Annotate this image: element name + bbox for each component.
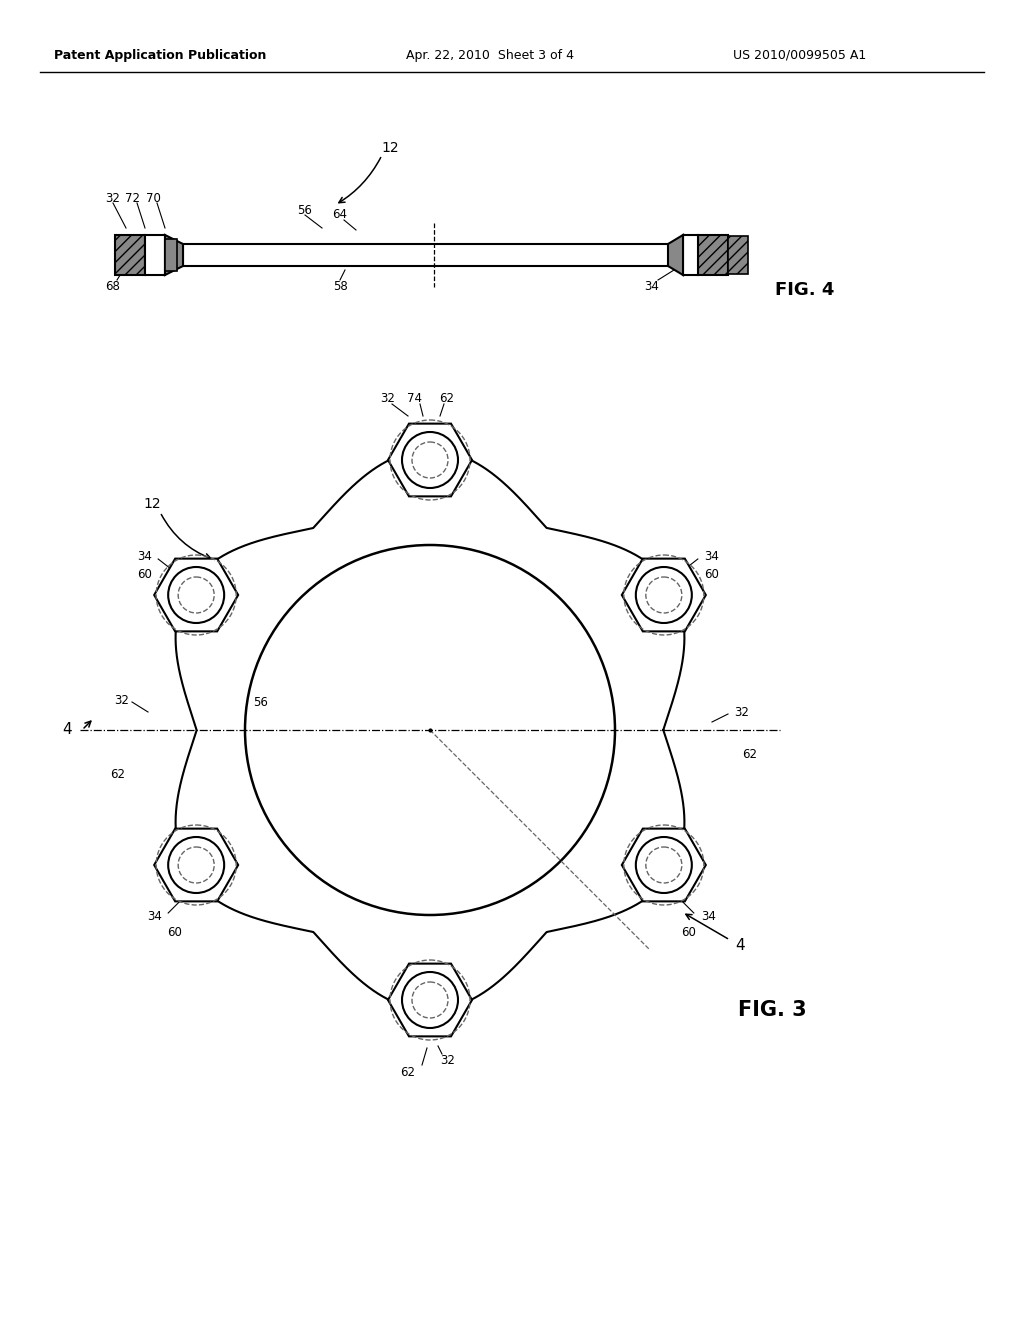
Circle shape <box>245 545 615 915</box>
Text: 12: 12 <box>381 141 398 154</box>
Circle shape <box>636 568 692 623</box>
Circle shape <box>636 837 692 894</box>
Text: 72: 72 <box>126 191 140 205</box>
Polygon shape <box>165 239 177 271</box>
Polygon shape <box>622 829 706 902</box>
Polygon shape <box>165 235 183 275</box>
Text: 34: 34 <box>137 550 152 564</box>
Text: 62: 62 <box>400 1065 416 1078</box>
Polygon shape <box>155 829 239 902</box>
Polygon shape <box>728 236 748 275</box>
Text: 60: 60 <box>167 927 181 940</box>
Text: 4: 4 <box>62 722 72 738</box>
Polygon shape <box>115 235 145 275</box>
Circle shape <box>178 847 214 883</box>
Text: US 2010/0099505 A1: US 2010/0099505 A1 <box>733 49 866 62</box>
Circle shape <box>412 982 449 1018</box>
Text: 32: 32 <box>734 705 750 718</box>
Text: Patent Application Publication: Patent Application Publication <box>54 49 266 62</box>
Text: 32: 32 <box>440 1053 456 1067</box>
Text: 60: 60 <box>705 569 719 582</box>
Text: 68: 68 <box>105 280 121 293</box>
Text: 74: 74 <box>408 392 423 404</box>
Text: 64: 64 <box>333 209 347 222</box>
Text: 32: 32 <box>115 693 129 706</box>
Text: FIG. 4: FIG. 4 <box>775 281 835 300</box>
Text: Apr. 22, 2010  Sheet 3 of 4: Apr. 22, 2010 Sheet 3 of 4 <box>406 49 574 62</box>
Polygon shape <box>388 964 472 1036</box>
Text: 70: 70 <box>145 191 161 205</box>
Polygon shape <box>683 235 698 275</box>
Circle shape <box>412 442 449 478</box>
Text: 4: 4 <box>735 937 744 953</box>
Polygon shape <box>698 235 728 275</box>
Polygon shape <box>145 235 165 275</box>
Text: 34: 34 <box>644 280 659 293</box>
Text: 58: 58 <box>333 280 347 293</box>
Text: 62: 62 <box>111 768 126 781</box>
Polygon shape <box>622 558 706 631</box>
Text: 34: 34 <box>701 911 716 924</box>
Text: 32: 32 <box>105 191 121 205</box>
Circle shape <box>168 837 224 894</box>
Text: 34: 34 <box>146 911 162 924</box>
Circle shape <box>402 432 458 488</box>
Polygon shape <box>175 450 684 1010</box>
Polygon shape <box>183 244 683 267</box>
Text: 56: 56 <box>253 696 268 709</box>
Text: 12: 12 <box>143 498 161 511</box>
Circle shape <box>168 568 224 623</box>
Text: 62: 62 <box>742 748 758 762</box>
Polygon shape <box>668 235 683 275</box>
Text: 32: 32 <box>381 392 395 404</box>
Circle shape <box>402 972 458 1028</box>
Circle shape <box>646 577 682 612</box>
Circle shape <box>646 847 682 883</box>
Polygon shape <box>388 424 472 496</box>
Text: 56: 56 <box>298 203 312 216</box>
Polygon shape <box>155 558 239 631</box>
Text: 34: 34 <box>705 550 719 564</box>
Circle shape <box>178 577 214 612</box>
Text: 60: 60 <box>681 927 696 940</box>
Text: 60: 60 <box>137 569 152 582</box>
Text: FIG. 3: FIG. 3 <box>738 1001 807 1020</box>
Text: 62: 62 <box>439 392 455 404</box>
